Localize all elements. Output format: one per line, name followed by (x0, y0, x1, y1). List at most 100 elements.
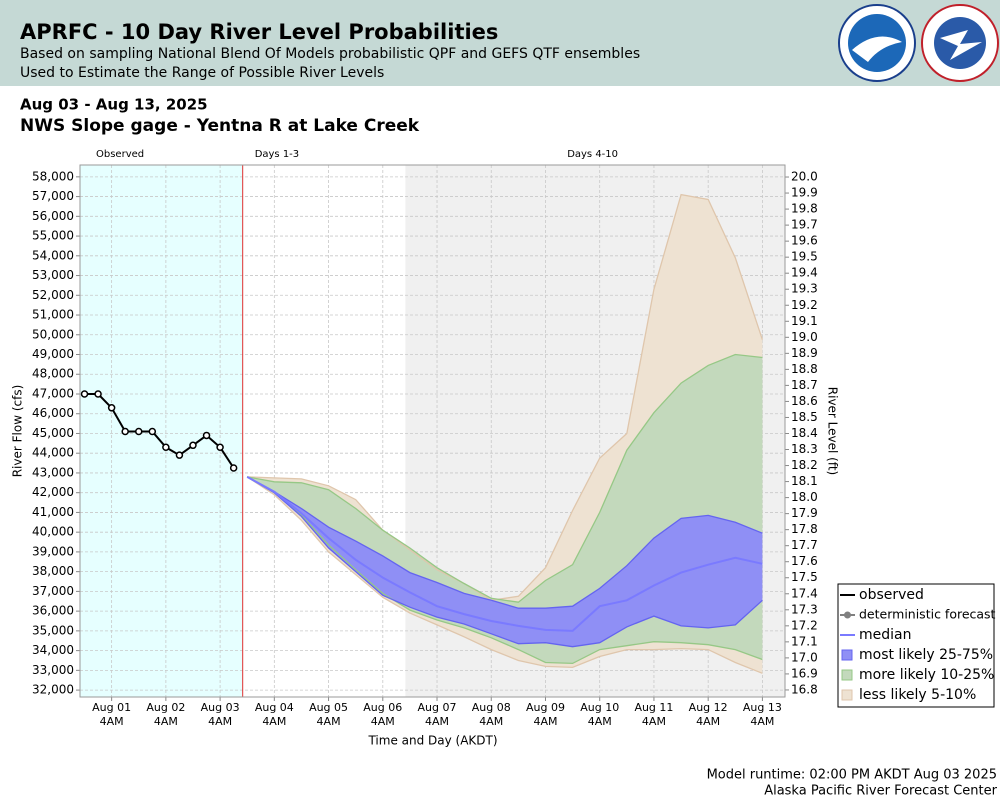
x-tick-sublabel: 4AM (371, 715, 395, 728)
y-tick-label: 43,000 (32, 465, 74, 479)
data-point (80, 390, 89, 398)
x-tick-label: Aug 13 (743, 701, 782, 714)
x-tick-label: Aug 09 (526, 701, 565, 714)
band-edge (246, 476, 763, 648)
y2-tick-label: 18.3 (791, 442, 818, 456)
page-title: APRFC - 10 Day River Level Probabilities (20, 20, 498, 44)
band-edge (247, 193, 764, 601)
y2-tick-label: 17.2 (791, 618, 818, 632)
y2-tick-label: 18.0 (791, 490, 818, 504)
legend-label: observed (859, 587, 924, 603)
region-label: Observed (96, 149, 144, 160)
plot-frame (79, 164, 786, 698)
subtitle: Used to Estimate the Range of Possible R… (20, 65, 384, 81)
data-point (202, 431, 211, 440)
band-edge (246, 476, 763, 665)
x-tick-sublabel: 4AM (533, 715, 557, 728)
region (242, 165, 406, 697)
x-tick-label: Aug 12 (689, 701, 728, 714)
y-tick-label: 35,000 (32, 623, 74, 637)
y-tick-label: 42,000 (32, 485, 74, 499)
data-point (94, 390, 102, 398)
y-tick-label: 58,000 (32, 169, 74, 183)
y2-tick-label: 19.9 (791, 186, 818, 200)
y2-tick-label: 18.4 (791, 426, 818, 440)
y-tick-label: 45,000 (32, 426, 74, 440)
x-tick-label: Aug 11 (634, 701, 673, 714)
y2-tick-label: 18.5 (791, 410, 818, 424)
y2-tick-label: 17.5 (791, 570, 818, 584)
subtitle: Based on sampling National Blend Of Mode… (20, 46, 640, 62)
y2-tick-label: 19.0 (791, 330, 818, 344)
x-tick-sublabel: 4AM (425, 715, 449, 728)
y2-tick-label: 18.8 (791, 362, 818, 376)
y2-tick-label: 19.3 (791, 282, 818, 296)
series-line (246, 476, 763, 632)
band-edge (246, 476, 763, 674)
x-tick-label: Aug 04 (255, 701, 294, 714)
y2-tick-label: 19.4 (791, 266, 818, 280)
y2-tick-label: 18.2 (791, 458, 818, 472)
x-tick-sublabel: 4AM (100, 715, 124, 728)
y-tick-label: 40,000 (32, 525, 74, 539)
noaa-logo (838, 4, 916, 82)
x-tick-sublabel: 4AM (696, 715, 720, 728)
y-tick-label: 39,000 (32, 544, 74, 558)
x-tick-label: Aug 02 (146, 701, 185, 714)
y2-tick-label: 19.2 (791, 298, 818, 312)
y-tick-label: 33,000 (32, 663, 74, 677)
x-tick-label: Aug 08 (472, 701, 511, 714)
y-tick-label: 49,000 (32, 347, 74, 361)
y-tick-label: 52,000 (32, 288, 74, 302)
x-tick-sublabel: 4AM (642, 715, 666, 728)
x-tick-label: Aug 07 (418, 701, 457, 714)
data-point (175, 451, 184, 459)
data-point (162, 443, 170, 452)
y-tick-label: 46,000 (32, 406, 74, 420)
x-tick-sublabel: 4AM (588, 715, 612, 728)
x-tick-sublabel: 4AM (262, 715, 286, 728)
y2-tick-label: 16.8 (791, 682, 818, 696)
y2-tick-label: 17.6 (791, 554, 818, 568)
y2-tick-label: 17.0 (791, 650, 818, 664)
x-tick-label: Aug 03 (201, 701, 240, 714)
nws-logo (921, 4, 999, 82)
y2-tick-label: 17.9 (791, 506, 818, 520)
y2-tick-label: 19.5 (791, 250, 818, 264)
y2-tick-label: 18.7 (791, 378, 818, 392)
y-tick-label: 57,000 (32, 189, 74, 203)
data-point (135, 427, 143, 436)
y2-tick-label: 19.7 (791, 218, 818, 232)
y-tick-label: 32,000 (32, 683, 74, 697)
legend-label: deterministic forecast (859, 607, 996, 622)
legend: observed deterministic forecast median most… (837, 583, 996, 708)
x-tick-sublabel: 4AM (750, 715, 774, 728)
data-point (148, 427, 157, 436)
data-point (229, 464, 238, 472)
y-tick-label: 44,000 (32, 446, 74, 460)
y-tick-label: 41,000 (32, 505, 74, 519)
x-tick-sublabel: 4AM (154, 715, 178, 728)
data-point (189, 441, 197, 450)
y2-tick-label: 18.9 (791, 346, 818, 360)
y2-axis-label: River Level (ft) (826, 387, 840, 475)
y2-tick-label: 17.3 (791, 602, 818, 616)
band-area (247, 476, 763, 647)
data-point (121, 427, 129, 436)
x-tick-label: Aug 10 (580, 701, 619, 714)
y-tick-label: 48,000 (32, 367, 74, 381)
header-band (0, 0, 1000, 86)
legend-swatch (841, 669, 853, 681)
y2-tick-label: 19.6 (791, 234, 818, 248)
legend-label: median (859, 627, 911, 643)
y-tick-label: 37,000 (32, 584, 74, 598)
y-tick-label: 55,000 (32, 229, 74, 243)
x-tick-sublabel: 4AM (317, 715, 341, 728)
y2-tick-label: 19.8 (791, 202, 818, 216)
x-tick-sublabel: 4AM (208, 715, 232, 728)
y2-tick-label: 17.7 (791, 538, 818, 552)
y2-tick-label: 17.1 (791, 634, 818, 648)
y2-tick-label: 18.6 (791, 394, 818, 408)
legend-label: less likely 5-10% (859, 687, 976, 703)
